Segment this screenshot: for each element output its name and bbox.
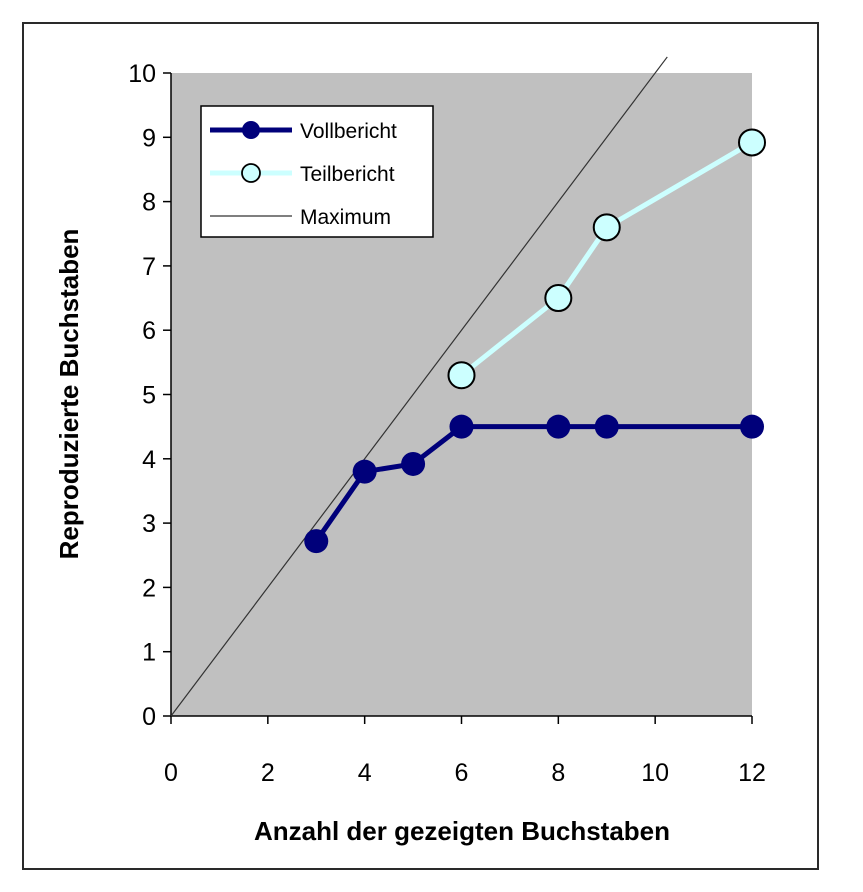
y-axis-title: Reproduzierte Buchstaben xyxy=(54,229,84,560)
legend-item-vollbericht-marker xyxy=(242,121,260,139)
point-vollbericht xyxy=(594,414,619,439)
y-tick-label: 6 xyxy=(142,317,156,345)
x-tick-label: 0 xyxy=(164,759,178,787)
point-vollbericht xyxy=(304,529,329,554)
point-vollbericht xyxy=(352,459,377,484)
y-tick-label: 0 xyxy=(142,703,156,731)
y-tick-label: 1 xyxy=(142,639,156,667)
y-tick-label: 9 xyxy=(142,124,156,152)
x-tick-label: 8 xyxy=(551,759,565,787)
y-tick-label: 5 xyxy=(142,382,156,410)
y-tick-label: 7 xyxy=(142,253,156,281)
y-tick-label: 2 xyxy=(142,574,156,602)
legend-item-teilbericht-marker xyxy=(241,163,261,183)
legend-item-maximum-label: Maximum xyxy=(300,206,391,229)
y-tick-label: 8 xyxy=(142,189,156,217)
point-vollbericht xyxy=(449,414,474,439)
series-line-maximum xyxy=(170,56,668,717)
series-layer xyxy=(170,56,766,717)
point-vollbericht xyxy=(740,414,764,439)
y-tick-label: 4 xyxy=(142,446,156,474)
legend-item-vollbericht-label: Vollbericht xyxy=(300,120,397,143)
legend: Vollbericht Teilbericht Maximum xyxy=(200,105,434,238)
point-teilbericht xyxy=(738,128,766,157)
x-tick-label: 6 xyxy=(455,759,469,787)
x-tick-label: 12 xyxy=(738,759,766,787)
y-tick-label: 10 xyxy=(128,60,156,88)
x-axis-title: Anzahl der gezeigten Buchstaben xyxy=(254,816,670,846)
point-vollbericht xyxy=(401,451,426,476)
x-tick-label: 2 xyxy=(261,759,275,787)
point-teilbericht xyxy=(447,361,476,390)
point-teilbericht xyxy=(592,213,621,242)
y-tick-label: 3 xyxy=(142,510,156,538)
series-line-teilbericht xyxy=(459,140,754,378)
legend-item-teilbericht-label: Teilbericht xyxy=(300,163,395,186)
point-teilbericht xyxy=(544,284,573,313)
point-vollbericht xyxy=(546,414,571,439)
x-tick-label: 4 xyxy=(358,759,372,787)
x-tick-label: 10 xyxy=(641,759,669,787)
